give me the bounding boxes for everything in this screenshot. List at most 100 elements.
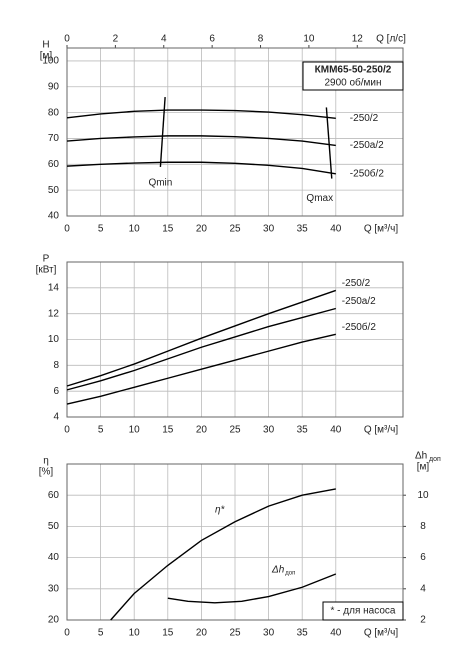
x-tick-label: 35 [297, 224, 309, 235]
y2-tick-label: 2 [420, 615, 426, 626]
y-tick-label: 50 [48, 185, 60, 196]
y2-axis-label-sub: доп [429, 456, 441, 463]
x-axis-label: Q [м³/ч] [364, 425, 399, 436]
series-label: η* [215, 505, 226, 516]
curve [66, 109, 336, 119]
plot-frame [66, 261, 404, 418]
series-label: -250б/2 [342, 321, 377, 333]
y2-axis-label: Δh [415, 451, 427, 462]
x-tick-label: 40 [330, 628, 342, 639]
y2-tick-label: 6 [420, 552, 426, 563]
x-tick-label: 5 [98, 628, 104, 639]
x2-tick-label: 6 [209, 34, 215, 45]
series-label: -250а/2 [342, 296, 376, 307]
curve [66, 307, 336, 391]
x-tick-label: 0 [64, 224, 70, 235]
plot-frame [66, 463, 404, 621]
limit-label: Qmin [148, 178, 172, 189]
x-tick-label: 40 [330, 224, 342, 235]
x-tick-label: 10 [129, 628, 141, 639]
note-text: * - для насоса [331, 606, 396, 617]
x-tick-label: 40 [330, 425, 342, 436]
x-tick-label: 25 [229, 628, 241, 639]
y-tick-label: 100 [42, 56, 59, 67]
curve [66, 333, 336, 405]
x-tick-label: 10 [129, 425, 141, 436]
x-tick-label: 20 [196, 628, 208, 639]
model-name: КММ65-50-250/2 [315, 65, 392, 76]
y-axis-label: P [43, 254, 50, 265]
y2-tick-label: 4 [420, 583, 426, 594]
y-axis-label: η [43, 456, 49, 467]
limit-label: Qmax [306, 193, 333, 204]
curve [66, 135, 336, 147]
y-tick-label: 90 [48, 81, 60, 92]
curve [66, 289, 337, 387]
x-axis-label: Q [м³/ч] [364, 628, 399, 639]
series-label: -250б/2 [350, 168, 385, 180]
x-tick-label: 30 [263, 425, 275, 436]
x2-tick-label: 12 [352, 34, 364, 45]
x-tick-label: 5 [98, 425, 104, 436]
x-tick-label: 15 [162, 628, 174, 639]
y-tick-label: 60 [48, 159, 60, 170]
x-tick-label: 0 [64, 425, 70, 436]
y-tick-label: 40 [48, 211, 60, 222]
y-axis-label: H [42, 40, 49, 51]
x-tick-label: 35 [297, 425, 309, 436]
x-tick-label: 0 [64, 628, 70, 639]
x-tick-label: 5 [98, 224, 104, 235]
y-tick-label: 14 [48, 282, 60, 293]
y-tick-label: 40 [48, 552, 60, 563]
series-label-sub: доп [285, 571, 295, 577]
y-tick-label: 8 [53, 360, 59, 371]
series-label: -250а/2 [350, 140, 384, 151]
note-box [322, 601, 404, 621]
x-tick-label: 10 [129, 224, 141, 235]
curve [66, 161, 336, 175]
plot-frame [66, 47, 404, 217]
y-axis-unit: [кВт] [36, 265, 57, 276]
x-tick-label: 15 [162, 425, 174, 436]
y2-axis-unit: [м] [417, 462, 430, 473]
x2-axis-label: Q [л/с] [376, 34, 406, 45]
x-tick-label: 20 [196, 224, 208, 235]
y-tick-label: 70 [48, 133, 60, 144]
y2-tick-label: 8 [420, 521, 426, 532]
series-label: -250/2 [350, 113, 379, 124]
x-axis-label: Q [м³/ч] [364, 224, 399, 235]
y-tick-label: 50 [48, 521, 60, 532]
curve [167, 573, 337, 604]
y2-tick-label: 10 [417, 490, 429, 501]
x-tick-label: 25 [229, 224, 241, 235]
y-axis-unit: [м] [40, 51, 53, 62]
y-tick-label: 80 [48, 107, 60, 118]
x2-tick-label: 8 [258, 34, 264, 45]
x2-tick-label: 10 [303, 34, 315, 45]
curve [110, 488, 336, 621]
y-tick-label: 10 [48, 334, 60, 345]
y-tick-label: 30 [48, 583, 60, 594]
y-tick-label: 60 [48, 490, 60, 501]
x-tick-label: 20 [196, 425, 208, 436]
x2-tick-label: 0 [64, 34, 70, 45]
x-tick-label: 25 [229, 425, 241, 436]
y-tick-label: 4 [53, 412, 59, 423]
x2-tick-label: 2 [113, 34, 119, 45]
limit-line [159, 97, 166, 167]
model-speed: 2900 об/мин [324, 77, 381, 89]
x2-tick-label: 4 [161, 34, 167, 45]
x-tick-label: 30 [263, 628, 275, 639]
x-tick-label: 35 [297, 628, 309, 639]
model-box [302, 61, 404, 91]
series-label: -250/2 [342, 278, 371, 289]
y-tick-label: 20 [48, 615, 60, 626]
series-label: Δh [271, 565, 285, 576]
y-tick-label: 6 [53, 386, 59, 397]
limit-line [325, 107, 333, 179]
y-tick-label: 12 [48, 308, 60, 319]
x-tick-label: 15 [162, 224, 174, 235]
y-axis-unit: [%] [39, 467, 54, 478]
x-tick-label: 30 [263, 224, 275, 235]
